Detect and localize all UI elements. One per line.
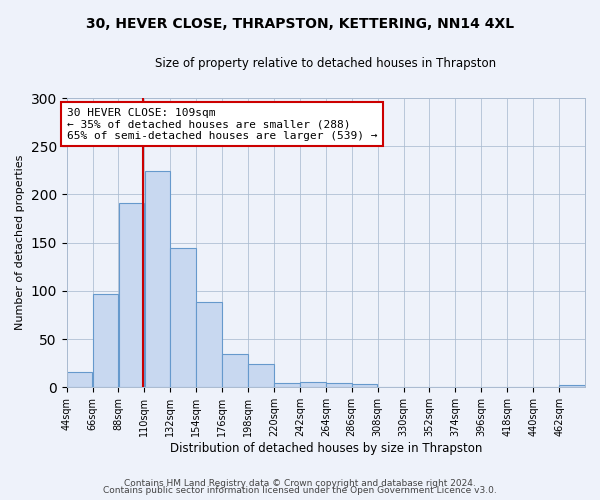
Bar [248,364,274,388]
Bar [326,382,352,388]
Text: 30 HEVER CLOSE: 109sqm
← 35% of detached houses are smaller (288)
65% of semi-de: 30 HEVER CLOSE: 109sqm ← 35% of detached… [67,108,377,141]
Bar [352,384,377,388]
Text: Contains public sector information licensed under the Open Government Licence v3: Contains public sector information licen… [103,486,497,495]
X-axis label: Distribution of detached houses by size in Thrapston: Distribution of detached houses by size … [170,442,482,455]
Bar [67,372,92,388]
Bar [93,294,118,388]
Bar [559,386,585,388]
Bar [274,382,300,388]
Y-axis label: Number of detached properties: Number of detached properties [15,155,25,330]
Text: 30, HEVER CLOSE, THRAPSTON, KETTERING, NN14 4XL: 30, HEVER CLOSE, THRAPSTON, KETTERING, N… [86,18,514,32]
Bar [196,302,222,388]
Title: Size of property relative to detached houses in Thrapston: Size of property relative to detached ho… [155,58,496,70]
Bar [145,172,170,388]
Bar [119,203,144,388]
Bar [170,248,196,388]
Bar [300,382,326,388]
Text: Contains HM Land Registry data © Crown copyright and database right 2024.: Contains HM Land Registry data © Crown c… [124,478,476,488]
Bar [223,354,248,388]
